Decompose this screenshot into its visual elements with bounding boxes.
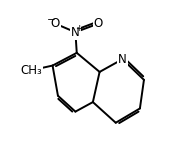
Text: O: O	[94, 17, 103, 30]
Text: CH₃: CH₃	[20, 64, 42, 77]
Text: −: −	[47, 15, 56, 25]
Text: +: +	[75, 24, 82, 33]
Text: N: N	[71, 26, 80, 39]
Text: O: O	[51, 17, 60, 30]
Text: N: N	[118, 53, 127, 66]
